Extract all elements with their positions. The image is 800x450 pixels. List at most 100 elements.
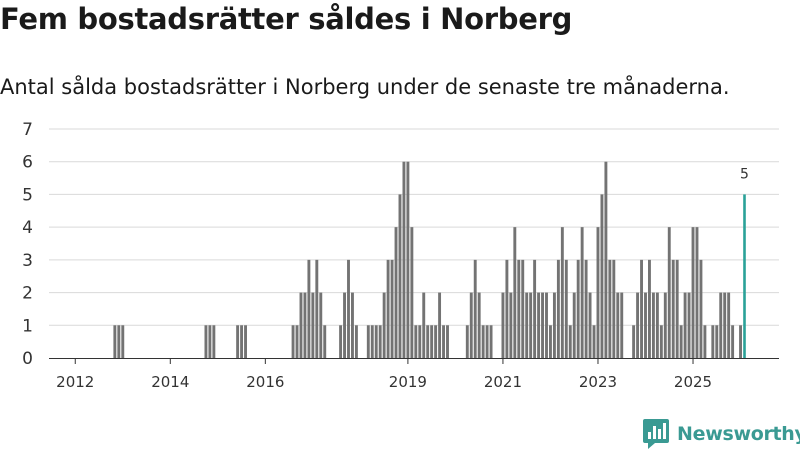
bar xyxy=(663,292,667,358)
bar xyxy=(667,227,671,358)
newsworthy-logo-text: Newsworthy xyxy=(677,423,800,445)
bar xyxy=(295,325,299,358)
grid-lines xyxy=(49,128,779,326)
bar xyxy=(604,161,608,358)
bar xyxy=(521,259,525,358)
bar xyxy=(465,325,469,358)
bar xyxy=(588,292,592,358)
bar xyxy=(477,292,481,358)
y-tick-label: 5 xyxy=(22,185,33,205)
bar xyxy=(121,325,125,358)
bar xyxy=(434,325,438,358)
bar xyxy=(354,325,358,358)
bar xyxy=(323,325,327,358)
bar xyxy=(319,292,323,358)
bar xyxy=(549,325,552,358)
bar xyxy=(525,292,529,358)
bar xyxy=(240,325,244,358)
bar xyxy=(739,325,742,358)
x-tick-label: 2012 xyxy=(56,373,94,391)
bar xyxy=(636,292,640,358)
bar xyxy=(351,292,354,358)
x-tick-label: 2016 xyxy=(246,373,284,391)
bar xyxy=(315,259,319,358)
bar xyxy=(414,325,418,358)
bar xyxy=(386,259,390,358)
bar xyxy=(422,292,426,358)
bar xyxy=(683,292,687,358)
bar xyxy=(584,259,588,358)
x-axis-ticks: 2012 2014 2016 2019 2021 2023 2025 xyxy=(56,358,712,391)
bar xyxy=(612,259,616,358)
bar xyxy=(501,292,505,358)
bar xyxy=(382,292,386,358)
bar xyxy=(410,227,414,358)
bar xyxy=(620,292,624,358)
x-tick-label: 2025 xyxy=(674,373,712,391)
bar xyxy=(556,259,560,358)
bar xyxy=(679,325,683,358)
chart-subtitle: Antal sålda bostadsrätter i Norberg unde… xyxy=(0,75,730,99)
x-tick-label: 2014 xyxy=(151,373,189,391)
bar xyxy=(117,325,121,358)
bar xyxy=(719,292,723,358)
bar xyxy=(655,292,659,358)
bar xyxy=(675,259,679,358)
bar xyxy=(592,325,596,358)
bar xyxy=(113,325,117,358)
bar xyxy=(426,325,430,358)
bar xyxy=(208,325,212,358)
y-tick-label: 7 xyxy=(22,120,33,140)
bar xyxy=(370,325,374,358)
bar xyxy=(600,194,604,358)
bar xyxy=(715,325,719,358)
bar xyxy=(537,292,541,358)
bar xyxy=(640,259,643,358)
chart-title: Fem bostadsrätter såldes i Norberg xyxy=(0,2,573,36)
bar xyxy=(517,259,521,358)
bar xyxy=(446,325,449,358)
data-labels: 5 xyxy=(740,166,749,182)
bar xyxy=(695,227,699,358)
bar-chart: 0 1 2 3 4 5 6 7 2012 2014 2016 2019 2021 2023 2025 5 xyxy=(22,120,779,391)
y-tick-label: 1 xyxy=(22,316,33,336)
x-tick-label: 2021 xyxy=(484,373,522,391)
bar xyxy=(608,259,612,358)
bar xyxy=(485,325,489,358)
bar xyxy=(398,194,402,358)
y-tick-label: 2 xyxy=(22,284,33,304)
bar xyxy=(703,325,707,358)
bar xyxy=(731,325,735,358)
bar xyxy=(572,292,576,358)
bar xyxy=(671,259,675,358)
bar xyxy=(442,325,445,358)
bar xyxy=(481,325,485,358)
bar xyxy=(406,161,410,358)
bar xyxy=(366,325,370,358)
bar xyxy=(438,292,442,358)
x-tick-label: 2019 xyxy=(389,373,427,391)
bar xyxy=(299,292,303,358)
bar xyxy=(311,292,315,358)
bar xyxy=(560,227,564,358)
bar xyxy=(564,259,568,358)
bar xyxy=(568,325,572,358)
bar xyxy=(699,259,703,358)
bar xyxy=(339,325,343,358)
bar xyxy=(430,325,434,358)
data-label: 5 xyxy=(740,166,749,182)
y-tick-label: 4 xyxy=(22,218,33,238)
y-axis-ticks: 0 1 2 3 4 5 6 7 xyxy=(22,120,33,369)
bar xyxy=(236,325,240,358)
bar xyxy=(691,227,695,358)
bar xyxy=(552,292,556,358)
bar xyxy=(469,292,473,358)
newsworthy-logo[interactable]: Newsworthy xyxy=(643,419,800,449)
bar xyxy=(204,325,208,358)
bar xyxy=(374,325,378,358)
bar xyxy=(418,325,422,358)
bar xyxy=(711,325,715,358)
bar xyxy=(307,259,311,358)
bar xyxy=(291,325,295,358)
bars xyxy=(113,161,746,358)
